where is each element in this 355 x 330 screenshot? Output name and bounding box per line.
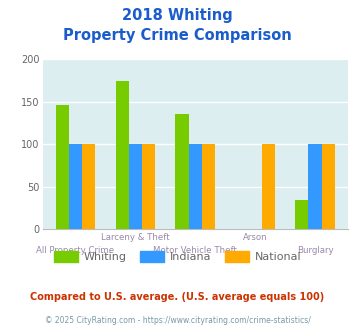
Bar bbox=[308, 145, 322, 229]
Text: Property Crime Comparison: Property Crime Comparison bbox=[63, 28, 292, 43]
Text: Larceny & Theft: Larceny & Theft bbox=[101, 233, 170, 242]
Text: Burglary: Burglary bbox=[297, 246, 333, 255]
Bar bbox=[142, 145, 155, 229]
Text: © 2025 CityRating.com - https://www.cityrating.com/crime-statistics/: © 2025 CityRating.com - https://www.city… bbox=[45, 316, 310, 325]
Text: Compared to U.S. average. (U.S. average equals 100): Compared to U.S. average. (U.S. average … bbox=[31, 292, 324, 302]
Bar bbox=[202, 145, 215, 229]
Bar bbox=[295, 200, 308, 229]
Bar bbox=[56, 105, 69, 229]
Bar bbox=[189, 145, 202, 229]
Bar bbox=[262, 145, 275, 229]
Bar bbox=[82, 145, 95, 229]
Bar bbox=[116, 82, 129, 229]
Legend: Whiting, Indiana, National: Whiting, Indiana, National bbox=[49, 247, 306, 267]
Text: All Property Crime: All Property Crime bbox=[37, 246, 115, 255]
Text: Arson: Arson bbox=[243, 233, 267, 242]
Bar bbox=[69, 145, 82, 229]
Bar bbox=[322, 145, 335, 229]
Bar bbox=[175, 114, 189, 229]
Bar bbox=[129, 145, 142, 229]
Text: 2018 Whiting: 2018 Whiting bbox=[122, 8, 233, 23]
Text: Motor Vehicle Theft: Motor Vehicle Theft bbox=[153, 246, 237, 255]
